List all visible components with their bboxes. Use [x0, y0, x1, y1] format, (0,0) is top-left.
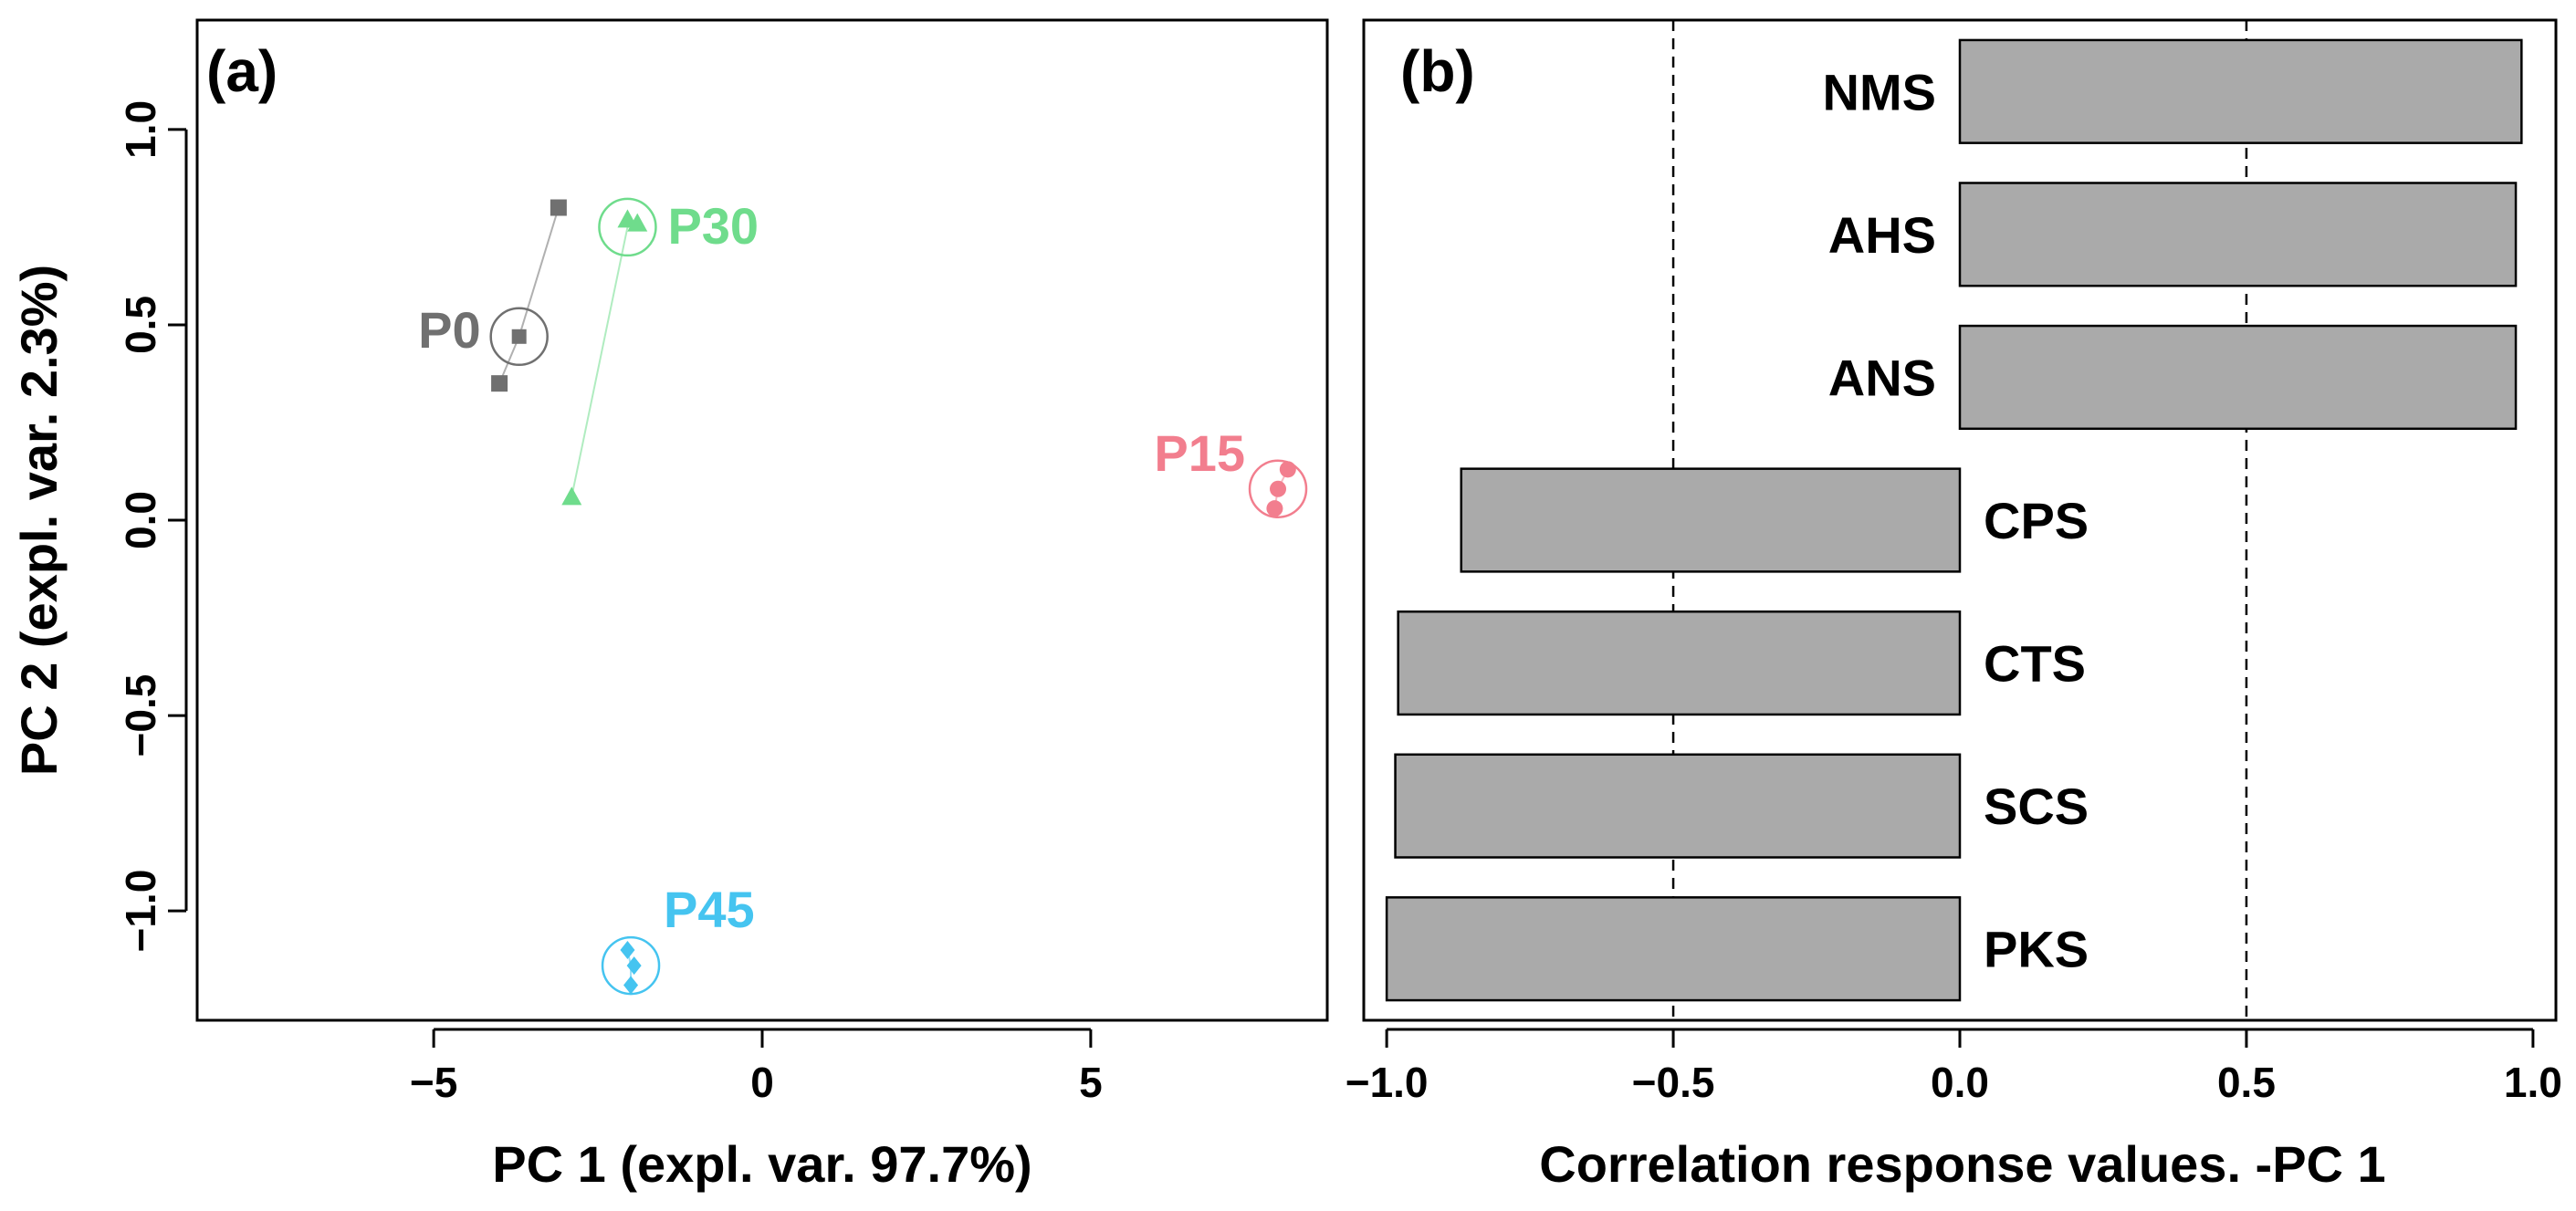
- bar-rect: [1394, 753, 1962, 859]
- plot-b-frame: [1362, 18, 2558, 1022]
- bar-category-label: SCS: [1984, 778, 2089, 835]
- data-point: [1266, 500, 1283, 517]
- series-p30: P30: [561, 197, 759, 506]
- spoke-line: [518, 207, 560, 338]
- correlation-bar-panel: (b) NMS AHS ANS CPS CTS SCS PKS −1.0 −0.5 0.0 0.5…: [1346, 18, 2562, 1193]
- x-tick-label-a: 5: [1079, 1059, 1103, 1106]
- centroid-circle: [489, 307, 549, 367]
- bar-ahs: AHS: [1828, 182, 2518, 287]
- data-point: [623, 976, 639, 995]
- data-point: [491, 375, 508, 392]
- data-point: [626, 956, 642, 976]
- plot-a-frame: [195, 18, 1329, 1022]
- pca-score-panel: (a) −5 0 5 −1.0 −0.5 0.0 0.5 1.0 PC 1 (expl. v…: [10, 18, 1329, 1193]
- x-axis-b: −1.0 −0.5 0.0 0.5 1.0: [1346, 1028, 2562, 1106]
- bar-category-label: PKS: [1984, 921, 2089, 978]
- data-point: [1279, 461, 1296, 478]
- data-point: [627, 213, 648, 232]
- series-p45: P45: [601, 881, 755, 996]
- panel-a-label: (a): [206, 38, 277, 104]
- bar-category-label: CPS: [1984, 492, 2089, 549]
- y-tick-label-a: −1.0: [117, 870, 164, 953]
- data-point: [561, 486, 582, 506]
- bar-ans: ANS: [1828, 324, 2518, 431]
- y-axis-title-a: PC 2 (expl. var. 2.3%): [10, 265, 68, 776]
- x-axis-title-b: Correlation response values. -PC 1: [1539, 1135, 2385, 1193]
- centroid-circle: [1248, 459, 1308, 518]
- bar-rect: [1397, 610, 1962, 716]
- x-tick-label-a: −5: [410, 1059, 457, 1106]
- bar-nms: NMS: [1823, 38, 2523, 144]
- bar-rect: [1958, 38, 2523, 144]
- bar-rect: [1460, 467, 1962, 573]
- series-label: P30: [667, 197, 759, 255]
- data-point: [1270, 480, 1287, 497]
- bar-category-label: AHS: [1828, 206, 1936, 264]
- bar-rect: [1958, 182, 2518, 287]
- x-tick-label-b: 0.5: [2217, 1059, 2276, 1106]
- bar-category-label: NMS: [1823, 63, 1936, 120]
- bar-rect: [1958, 324, 2518, 431]
- x-tick-label-b: −0.5: [1632, 1059, 1715, 1106]
- series-label: P15: [1154, 424, 1245, 482]
- spoke-line: [571, 226, 629, 497]
- x-axis-title-a: PC 1 (expl. var. 97.7%): [492, 1135, 1031, 1193]
- bar-category-label: ANS: [1828, 349, 1936, 406]
- data-point: [550, 199, 567, 216]
- x-tick-label-b: 0.0: [1931, 1059, 1989, 1106]
- bar-scs: SCS: [1394, 753, 2089, 859]
- y-axis-a: −1.0 −0.5 0.0 0.5 1.0: [117, 100, 188, 953]
- bar-category-label: CTS: [1984, 635, 2086, 693]
- y-tick-label-a: 0.5: [117, 296, 164, 354]
- bar-cps: CPS: [1460, 467, 2089, 573]
- x-tick-label-b: −1.0: [1346, 1059, 1429, 1106]
- bar-cts: CTS: [1397, 610, 2086, 716]
- x-axis-a: −5 0 5: [410, 1028, 1103, 1106]
- bars: NMS AHS ANS CPS CTS SCS PKS: [1385, 38, 2523, 1002]
- x-tick-label-b: 1.0: [2504, 1059, 2562, 1106]
- scatter-series: P0 P30 P15 P45: [418, 197, 1308, 996]
- bar-rect: [1385, 896, 1962, 1002]
- centroid-circle: [598, 197, 657, 257]
- panel-b-label: (b): [1400, 38, 1475, 104]
- data-point: [620, 940, 635, 959]
- y-tick-label-a: −0.5: [117, 674, 164, 757]
- x-tick-label-a: 0: [750, 1059, 774, 1106]
- centroid-point: [511, 329, 527, 344]
- bar-pks: PKS: [1385, 896, 2089, 1002]
- y-tick-label-a: 0.0: [117, 491, 164, 549]
- series-p0: P0: [418, 199, 567, 392]
- series-label: P0: [418, 301, 481, 359]
- series-label: P45: [664, 881, 755, 938]
- series-p15: P15: [1154, 424, 1308, 518]
- y-tick-label-a: 1.0: [117, 100, 164, 159]
